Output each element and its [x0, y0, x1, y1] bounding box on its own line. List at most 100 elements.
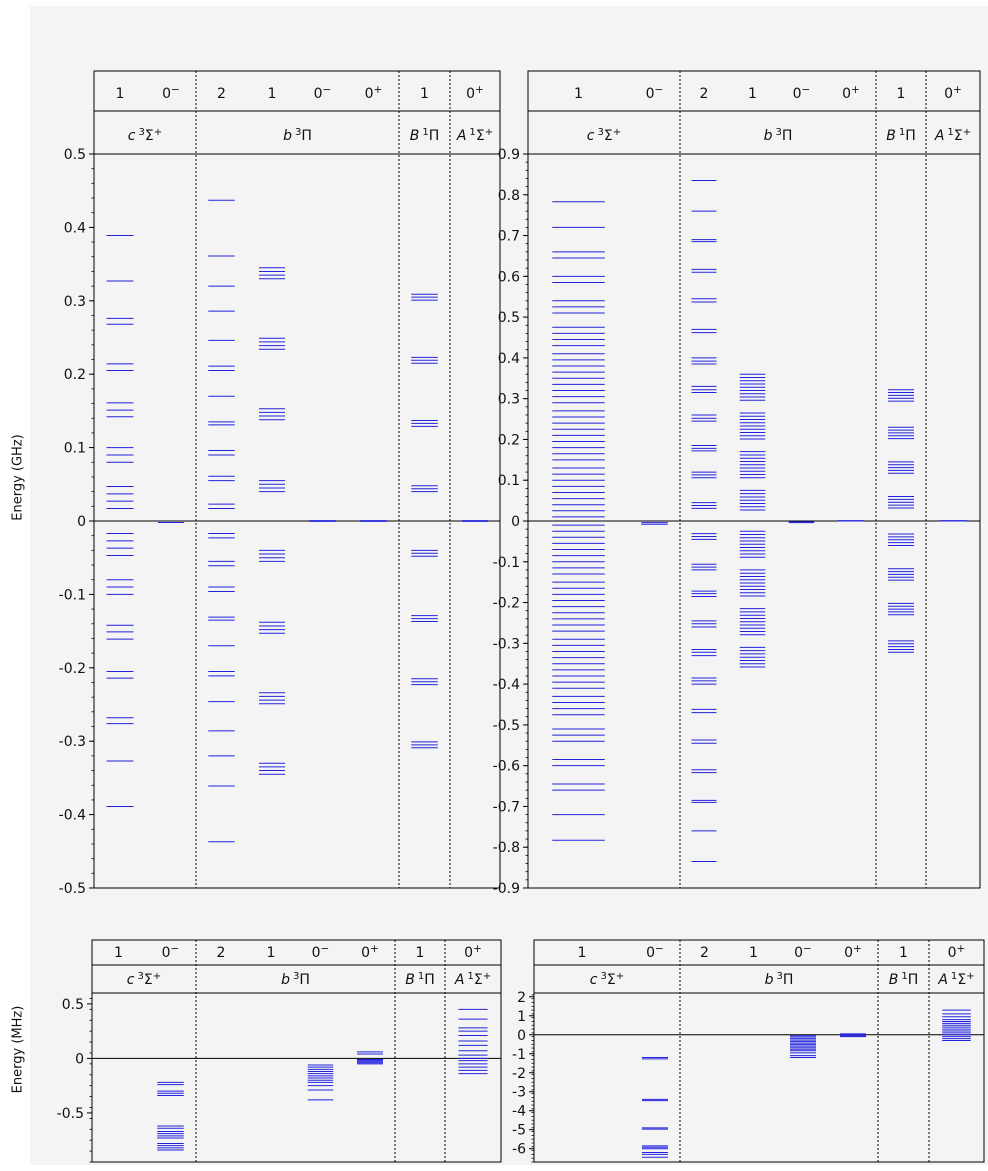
omega-label: 0−	[794, 943, 812, 961]
state-label: b 3Π	[283, 127, 312, 144]
omega-label: 1	[268, 86, 277, 102]
state-label: B 1Π	[410, 127, 440, 144]
y-tick-label: -0.2	[493, 596, 520, 612]
omega-label: 0−	[314, 84, 332, 102]
state-label: A 1Σ+	[456, 127, 493, 144]
state-label: c 3Σ+	[587, 127, 621, 144]
omega-label: 2	[217, 945, 226, 961]
omega-label: 2	[700, 86, 709, 102]
y-axis-label-bottom: Energy (MHz)	[10, 1005, 26, 1094]
omega-label: 0+	[365, 84, 383, 102]
y-tick-label: 1	[517, 1009, 526, 1025]
panel-top-left: 1 0− 2 1 0− 0+ 1 0+ c 3Σ+ b 3Π B 1Π A 1Σ+ 0.5 0.4 0.3 0.2 0.…	[59, 70, 501, 897]
omega-label: 0−	[646, 943, 664, 961]
state-label: c 3Σ+	[590, 971, 624, 988]
y-tick-label: -4	[512, 1104, 526, 1120]
y-tick-label: -0.1	[493, 555, 520, 571]
y-tick-label: 0.3	[498, 392, 520, 408]
omega-label: 0+	[844, 943, 862, 961]
y-tick-label: -0.7	[493, 799, 520, 815]
omega-label: 0+	[464, 943, 482, 961]
y-tick-label: 0.3	[64, 294, 86, 310]
omega-label: 2	[217, 86, 226, 102]
y-tick-label: 0.5	[498, 310, 520, 326]
omega-label: 1	[748, 86, 757, 102]
omega-label: 1	[267, 945, 276, 961]
y-tick-label: -0.4	[59, 808, 86, 824]
panel-bottom-left: 1 0− 2 1 0− 0+ 1 0+ c 3Σ+ b 3Π B 1Π A 1Σ+ 0.5 0 -0.5	[57, 939, 502, 1163]
y-tick-label: 0.2	[498, 432, 520, 448]
state-label: c 3Σ+	[127, 971, 161, 988]
omega-label: 0−	[646, 84, 664, 102]
omega-label: 0+	[361, 943, 379, 961]
y-tick-label: -6	[512, 1142, 526, 1158]
omega-label: 0+	[842, 84, 860, 102]
omega-label: 1	[574, 86, 583, 102]
y-axis-label-top: Energy (GHz)	[10, 434, 26, 521]
y-tick-label: -0.5	[57, 1106, 84, 1122]
omega-label: 1	[416, 945, 425, 961]
y-tick-label: 0	[511, 514, 520, 530]
omega-label: 1	[116, 86, 125, 102]
omega-label: 1	[578, 945, 587, 961]
y-tick-label: -0.4	[493, 677, 520, 693]
y-tick-label: 0.1	[64, 441, 86, 457]
state-label: A 1Σ+	[934, 127, 971, 144]
y-tick-label: -0.2	[59, 661, 86, 677]
y-tick-label: -5	[512, 1123, 526, 1139]
state-label: b 3Π	[765, 971, 794, 988]
omega-label: 0−	[793, 84, 811, 102]
state-label: A 1Σ+	[937, 971, 974, 988]
omega-label: 0−	[312, 943, 330, 961]
y-tick-label: -0.3	[493, 636, 520, 652]
y-tick-label: 0.5	[64, 147, 86, 163]
y-tick-label: -0.8	[493, 840, 520, 856]
y-tick-label: 0.1	[498, 473, 520, 489]
panel-frame	[527, 70, 981, 889]
panel-frame	[533, 939, 985, 1163]
y-tick-label: -0.6	[493, 759, 520, 775]
y-tick-label: -0.5	[493, 718, 520, 734]
omega-label: 0−	[162, 84, 180, 102]
y-tick-label: 0.6	[498, 269, 520, 285]
y-tick-label: 0	[75, 1051, 84, 1067]
y-tick-label: 0.2	[64, 367, 86, 383]
omega-label: 0+	[948, 943, 966, 961]
y-tick-label: -0.9	[493, 881, 520, 897]
panel-frame	[91, 939, 502, 1163]
omega-label: 0+	[466, 84, 484, 102]
y-tick-label: 0.4	[64, 220, 86, 236]
omega-label: 0−	[162, 943, 180, 961]
omega-label: 1	[420, 86, 429, 102]
omega-label: 2	[700, 945, 709, 961]
y-tick-label: 0.8	[498, 188, 520, 204]
omega-label: 0+	[944, 84, 962, 102]
omega-label: 1	[897, 86, 906, 102]
y-tick-label: -0.3	[59, 734, 86, 750]
y-tick-label: 0.4	[498, 351, 520, 367]
y-tick-label: 2	[517, 990, 526, 1006]
panel-frame	[93, 70, 501, 889]
state-label: B 1Π	[405, 971, 435, 988]
omega-label: 1	[749, 945, 758, 961]
panel-top-right: 1 0− 2 1 0− 0+ 1 0+ c 3Σ+ b 3Π B 1Π A 1Σ+ 0.9 0.8 0.7 0.6 0.…	[493, 70, 981, 897]
y-tick-label: 0	[517, 1028, 526, 1044]
omega-label: 1	[899, 945, 908, 961]
omega-label: 1	[114, 945, 123, 961]
y-tick-label: 0	[77, 514, 86, 530]
y-tick-label: 0.5	[62, 997, 84, 1013]
state-label: b 3Π	[281, 971, 310, 988]
state-label: b 3Π	[764, 127, 793, 144]
state-label: A 1Σ+	[454, 971, 491, 988]
y-tick-label: -0.5	[59, 881, 86, 897]
y-tick-label: 0.7	[498, 229, 520, 245]
state-label: c 3Σ+	[128, 127, 162, 144]
state-label: B 1Π	[889, 971, 919, 988]
y-tick-label: -2	[512, 1066, 526, 1082]
y-tick-label: -0.1	[59, 587, 86, 603]
state-label: B 1Π	[886, 127, 916, 144]
y-tick-label: 0.9	[498, 147, 520, 163]
y-tick-label: -1	[512, 1047, 526, 1063]
panel-bottom-right: 1 0− 2 1 0− 0+ 1 0+ c 3Σ+ b 3Π B 1Π A 1Σ+ 2 1 0 -1 -2 -3 -4 -5 -…	[512, 939, 985, 1163]
